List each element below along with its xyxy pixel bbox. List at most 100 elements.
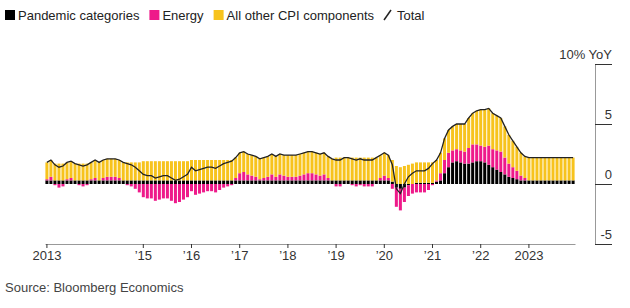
bar [114,159,117,177]
bar [427,162,430,182]
bar-series [45,144,526,210]
bar [383,180,386,184]
bar [431,183,434,184]
bar [479,110,482,146]
bar [150,161,153,180]
bar [499,152,502,172]
bar [499,172,502,184]
bar [130,180,133,184]
bar [419,162,422,182]
bar [246,174,249,180]
legend-symbol [149,10,159,20]
bar [118,180,121,184]
bar [447,153,450,167]
bar [572,158,575,181]
bar [527,180,530,184]
bar [290,177,293,181]
bar [250,155,253,175]
bar [274,180,277,184]
bar [53,180,56,184]
bar [483,110,486,147]
bar [371,158,374,181]
x-tick: ’16 [183,244,200,263]
bar [375,184,378,185]
bar [459,162,462,184]
bar [543,180,546,184]
bar [198,180,201,184]
y-axis-line [595,65,596,245]
bar [282,176,285,181]
bar [403,188,406,202]
bar [194,180,197,184]
bar [343,184,346,185]
bar [359,158,362,181]
bar [556,158,559,181]
bar [455,124,458,149]
legend-item: Pandemic categories [5,8,140,23]
bar [355,184,358,186]
legend-label: Energy [162,8,204,23]
legend-symbol [214,10,224,20]
bar [379,178,382,180]
bar [447,167,450,184]
bar [278,174,281,180]
bar [106,177,109,181]
bar [86,164,89,181]
bar [556,180,559,184]
bar [491,167,494,184]
bar [323,180,326,184]
bar [110,180,113,184]
bar [258,179,261,180]
bar [359,184,362,185]
bar [222,180,225,184]
bar [535,180,538,184]
bar [475,161,478,184]
bar [210,180,213,184]
bar [335,158,338,181]
bar [190,180,193,184]
bar [503,126,506,157]
bar [367,158,370,181]
bar [475,111,478,145]
bar [254,180,257,184]
bar [178,180,181,184]
bar [254,156,257,176]
bar [142,180,145,184]
bar [479,161,482,184]
y-tick: 10% YoY [559,47,612,65]
bar [351,184,354,185]
bar [383,153,386,176]
bar [491,113,494,149]
bar [302,180,305,184]
bar [451,126,454,150]
bar [359,180,362,184]
bar [347,180,350,184]
bar [411,184,414,194]
bar [399,167,402,184]
bar [49,177,52,181]
bar [230,160,233,180]
bar [49,180,52,184]
bar [423,183,426,184]
bar [495,116,498,151]
bar [523,180,526,184]
bar [347,158,350,181]
bar [407,184,410,185]
bar [214,160,217,180]
bar [459,150,462,162]
y-tick-mark [595,124,612,125]
legend-label: Pandemic categories [18,8,140,23]
bar [306,152,309,174]
bar [315,153,318,175]
bar [367,180,370,184]
bar [552,180,555,184]
bar [311,180,314,184]
bar [351,158,354,181]
x-tick-label: ’19 [327,248,344,263]
bar [262,178,265,180]
bar [294,177,297,181]
bar [443,173,446,184]
bar [463,124,466,152]
bar [94,178,97,180]
bar [190,184,193,191]
